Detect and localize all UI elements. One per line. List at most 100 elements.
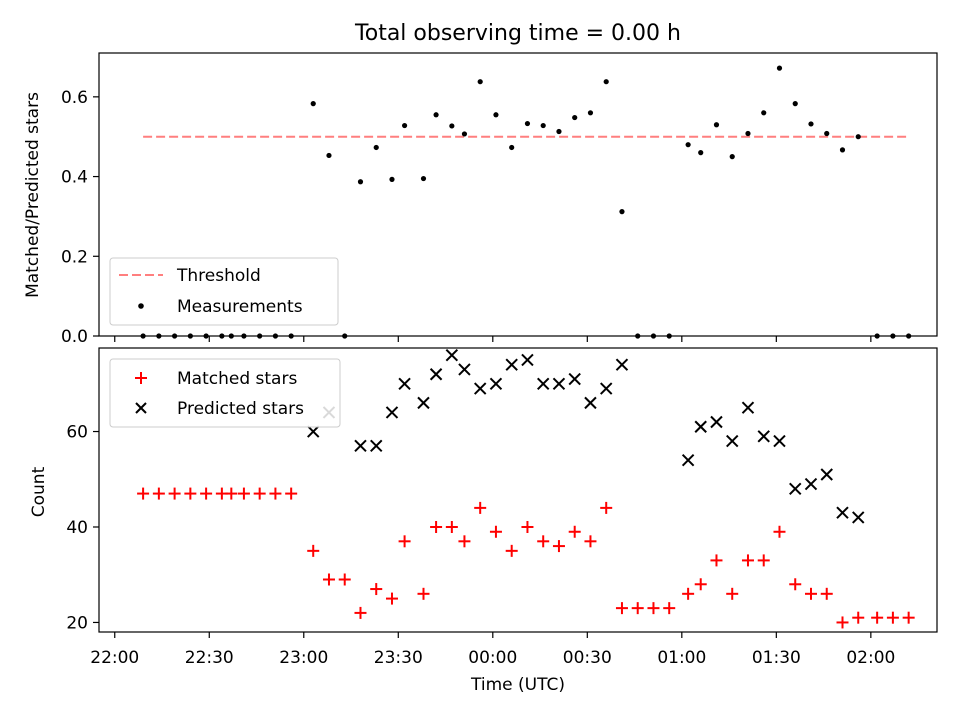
threshold-legend-label: Threshold — [176, 266, 261, 286]
measurement-point — [556, 128, 562, 135]
predicted-star-marker — [852, 511, 865, 524]
predicted-star-marker — [710, 415, 723, 429]
matched-star-marker — [385, 592, 398, 605]
matched-star-marker — [726, 587, 739, 600]
matched-star-marker — [694, 578, 707, 591]
matched-star-marker — [600, 501, 613, 514]
measurement-point — [745, 130, 751, 137]
matched-star-marker — [338, 573, 351, 586]
predicted-star-marker — [458, 363, 471, 376]
matched-star-marker — [354, 606, 367, 619]
measurement-point — [808, 121, 814, 127]
matched-star-marker — [521, 520, 534, 533]
matched-star-marker — [474, 501, 487, 514]
x-tick-label: 01:00 — [657, 648, 706, 668]
predicted-star-marker — [307, 425, 320, 438]
count-y-ticks: 20 40 60 — [66, 423, 99, 633]
measurement-point — [357, 179, 364, 185]
x-tick-label: 01:30 — [752, 648, 801, 668]
predicted-star-marker — [726, 434, 739, 448]
matched-star-marker — [836, 616, 849, 629]
matched-star-marker — [663, 602, 676, 615]
matched-star-marker — [773, 525, 786, 538]
matched-star-marker — [269, 487, 282, 500]
predicted-star-marker — [757, 430, 770, 443]
measurement-point — [401, 122, 408, 129]
count-legend: Matched stars Predicted stars — [109, 358, 341, 428]
matched-star-marker — [631, 602, 644, 615]
matched-star-marker — [505, 544, 518, 557]
measurement-point — [389, 176, 395, 182]
ratio-axes-frame — [98, 52, 938, 337]
count-axes-frame — [98, 347, 938, 633]
x-tick-label: 02:00 — [846, 648, 895, 668]
matched-star-marker — [568, 525, 581, 538]
predicted-star-marker — [398, 377, 411, 391]
matched-star-marker — [200, 487, 213, 500]
matched-star-marker — [741, 554, 754, 567]
count-y-tick-label: 60 — [66, 423, 88, 443]
ratio-panel: 0.0 0.2 0.4 0.6 Matched/Predicted stars Thr… — [23, 52, 938, 347]
measurement-point — [839, 147, 846, 153]
predicted-star-marker — [789, 482, 802, 496]
matched-star-marker — [253, 487, 266, 500]
matched-stars-legend-label: Matched stars — [177, 369, 297, 389]
measurement-point — [461, 131, 468, 137]
matched-star-marker — [237, 487, 250, 500]
predicted-star-marker — [681, 453, 695, 467]
measurement-point — [373, 144, 379, 151]
matched-star-marker — [184, 487, 197, 500]
predicted-star-marker — [615, 358, 629, 371]
matched-star-marker — [168, 487, 181, 500]
predicted-star-marker — [385, 406, 399, 419]
matched-star-marker — [445, 520, 458, 533]
measurement-point — [713, 122, 720, 128]
predicted-stars-legend-label: Predicted stars — [177, 399, 304, 419]
matched-star-marker — [417, 587, 430, 600]
measurement-point — [603, 79, 609, 85]
matched-star-marker — [152, 487, 165, 500]
ratio-y-tick-label: 0.0 — [61, 327, 88, 347]
x-axis-label: Time (UTC) — [470, 675, 565, 695]
matched-star-marker — [615, 602, 628, 615]
measurement-point — [587, 110, 594, 116]
matched-star-marker — [682, 587, 695, 600]
measurements-legend-swatch — [138, 303, 144, 309]
predicted-star-marker — [820, 468, 833, 481]
ratio-y-tick-label: 0.4 — [61, 168, 88, 188]
measurement-point — [685, 142, 691, 148]
matched-star-marker — [398, 535, 411, 548]
measurement-point — [449, 123, 455, 129]
measurement-point — [540, 122, 546, 129]
predicted-star-marker — [489, 377, 503, 391]
x-tick-label: 00:30 — [563, 648, 612, 668]
predicted-star-marker — [429, 368, 443, 381]
measurement-point — [420, 175, 427, 182]
matched-star-marker — [489, 525, 502, 538]
count-y-axis-label: Count — [29, 466, 49, 517]
matched-star-marker — [584, 535, 597, 548]
matched-star-marker — [789, 578, 802, 591]
predicted-star-marker — [370, 439, 383, 453]
predicted-stars-legend-swatch — [135, 402, 147, 414]
measurement-point — [326, 152, 332, 159]
matched-star-marker — [902, 611, 915, 624]
ratio-legend: Threshold Measurements — [109, 257, 339, 326]
x-tick-label: 23:00 — [279, 648, 328, 668]
predicted-star-marker — [773, 434, 786, 448]
predicted-star-marker — [600, 382, 613, 395]
predicted-star-marker — [694, 420, 707, 433]
ratio-y-tick-label: 0.2 — [61, 247, 88, 267]
ratio-x-ticks — [114, 336, 872, 342]
predicted-star-marker — [521, 353, 534, 367]
matched-star-marker — [886, 611, 899, 624]
measurement-point — [855, 134, 861, 140]
measurement-point — [792, 101, 798, 107]
ratio-y-ticks: 0.0 0.2 0.4 0.6 — [61, 88, 99, 347]
predicted-star-marker — [552, 377, 566, 391]
matched-star-marker — [710, 554, 723, 567]
predicted-star-marker — [473, 382, 487, 395]
count-plot-area — [137, 348, 915, 629]
ratio-y-tick-label: 0.6 — [61, 88, 88, 108]
